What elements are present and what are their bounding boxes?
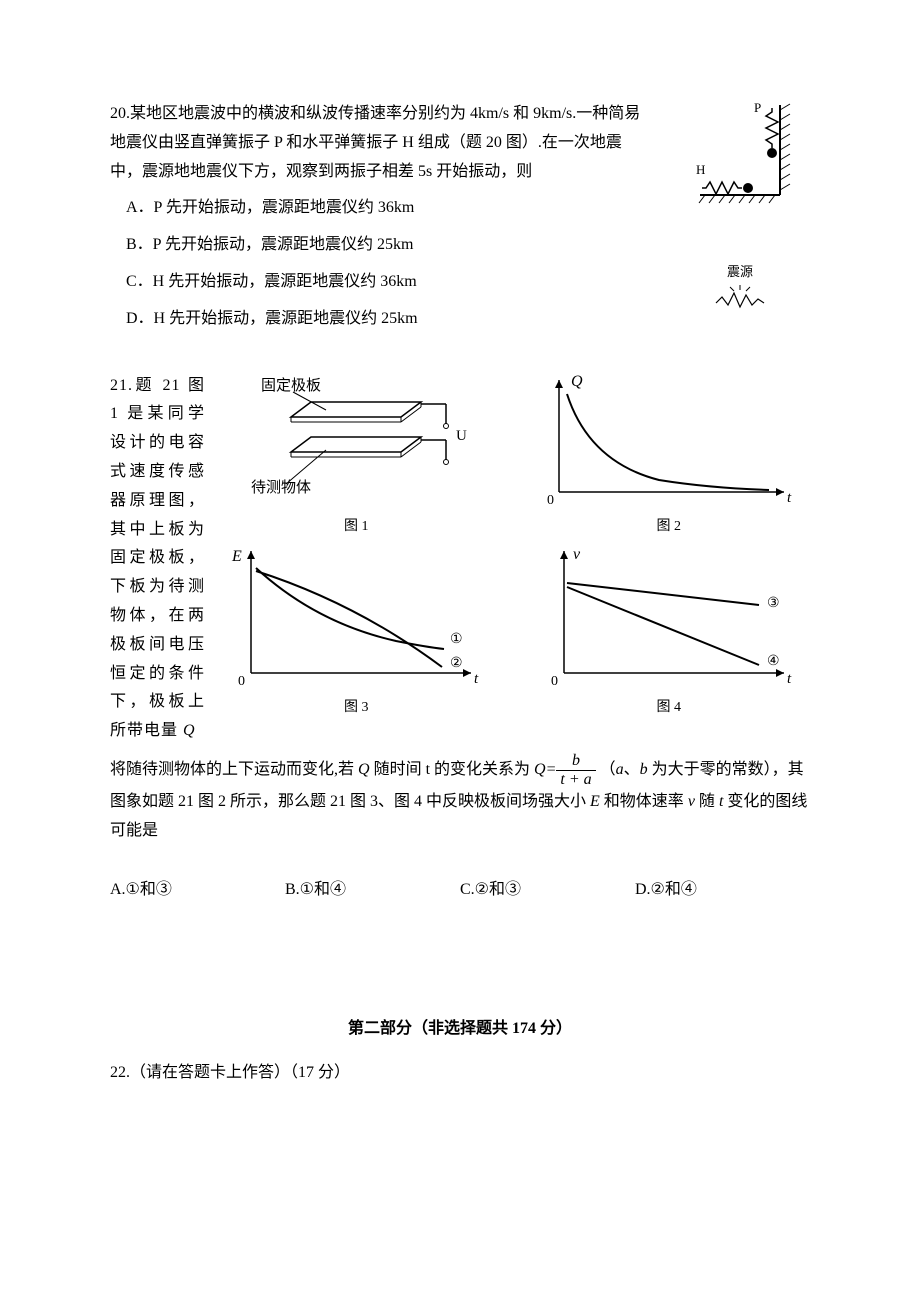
- fig1-u-label: U: [456, 428, 467, 444]
- q21-choices: A.①和③ B.①和④ C.②和③ D.②和④: [110, 876, 810, 905]
- fig4-xlabel: t: [787, 671, 792, 687]
- q21-left-Q: Q: [183, 722, 196, 739]
- source-label: 震源: [710, 260, 770, 283]
- q21-figure-grid: 固定极板: [215, 372, 810, 746]
- q21-frac-num: b: [556, 752, 595, 771]
- fig3-curve1-label: ①: [450, 632, 463, 647]
- fig1-top-label: 固定极板: [261, 376, 321, 394]
- q20-option-d: D．H 先开始振动，震源距地震仪约 25km: [126, 305, 650, 334]
- figure-3: E t 0 ① ② 图 3: [215, 543, 498, 720]
- q21-below-v: v: [688, 793, 695, 810]
- q21-formula-lhs: Q=: [534, 761, 556, 778]
- q20-figures: P H 震源: [670, 100, 810, 342]
- q21-fraction: bt + a: [556, 752, 595, 788]
- q21-below-pre: 将随待测物体的上下运动而变化,若: [110, 761, 358, 778]
- q20-option-c: C．H 先开始振动，震源距地震仪约 36km: [126, 268, 650, 297]
- figure-4: v t 0 ③ ④ 图 4: [528, 543, 811, 720]
- label-h: H: [696, 162, 705, 177]
- seismometer-diagram: P H: [680, 100, 800, 210]
- q21-below-Q: Q: [358, 761, 370, 778]
- fig4-curve4-label: ④: [767, 654, 780, 669]
- q20-option-a: A．P 先开始振动，震源距地震仪约 36km: [126, 194, 650, 223]
- part2-title: 第二部分（非选择题共 174 分）: [110, 1015, 810, 1044]
- fig4-curve3-label: ③: [767, 596, 780, 611]
- q21-choice-b: B.①和④: [285, 876, 460, 905]
- fig2-origin: 0: [547, 493, 554, 508]
- q21-below-E: E: [590, 793, 600, 810]
- fig3-ylabel: E: [231, 548, 242, 565]
- question-20: 20.某地区地震波中的横波和纵波传播速率分别约为 4km/s 和 9km/s.一…: [110, 100, 810, 342]
- fig1-caption: 图 1: [344, 514, 369, 539]
- q21-below-a: a: [616, 761, 624, 778]
- fig1-bottom-label: 待测物体: [251, 479, 311, 496]
- fig2-ylabel: Q: [571, 373, 583, 390]
- q21-below-mid1: 随时间 t 的变化关系为: [370, 761, 534, 778]
- q21-left-span: 21.题 21 图 1 是某同学设计的电容式速度传感器原理图，其中上板为固定极板…: [110, 377, 205, 740]
- q21-choice-d: D.②和④: [635, 876, 810, 905]
- fig2-caption: 图 2: [657, 514, 682, 539]
- q21-below-and: 和物体速率: [600, 793, 688, 810]
- fig3-caption: 图 3: [344, 695, 369, 720]
- q21-frac-den: t + a: [556, 771, 595, 789]
- q21-left-text: 21.题 21 图 1 是某同学设计的电容式速度传感器原理图，其中上板为固定极板…: [110, 372, 205, 746]
- q21-below-with: 随: [695, 793, 719, 810]
- q21-choice-a: A.①和③: [110, 876, 285, 905]
- source-icon: [710, 285, 770, 313]
- q21-below-text: 将随待测物体的上下运动而变化,若 Q 随时间 t 的变化关系为 Q=bt + a…: [110, 752, 810, 846]
- fig4-ylabel: v: [573, 546, 581, 563]
- fig3-xlabel: t: [474, 671, 479, 687]
- fig2-xlabel: t: [787, 490, 792, 506]
- figure-1: 固定极板: [215, 372, 498, 539]
- q21-choice-c: C.②和③: [460, 876, 635, 905]
- figure-2: Q t 0 图 2: [528, 372, 811, 539]
- label-p: P: [754, 100, 761, 115]
- q21-below-post1: （: [596, 761, 616, 778]
- question-22: 22.（请在答题卡上作答）（17 分）: [110, 1059, 810, 1088]
- q20-stem: 20.某地区地震波中的横波和纵波传播速率分别约为 4km/s 和 9km/s.一…: [110, 100, 650, 186]
- q21-below-b: b: [640, 761, 648, 778]
- earthquake-source: 震源: [710, 260, 770, 324]
- fig4-origin: 0: [551, 674, 558, 689]
- fig3-curve2-label: ②: [450, 656, 463, 671]
- fig4-caption: 图 4: [657, 695, 682, 720]
- q20-option-b: B．P 先开始振动，震源距地震仪约 25km: [126, 231, 650, 260]
- q21-below-comma: 、: [624, 761, 640, 778]
- question-21: 21.题 21 图 1 是某同学设计的电容式速度传感器原理图，其中上板为固定极板…: [110, 372, 810, 746]
- q20-text-block: 20.某地区地震波中的横波和纵波传播速率分别约为 4km/s 和 9km/s.一…: [110, 100, 650, 342]
- fig3-origin: 0: [238, 674, 245, 689]
